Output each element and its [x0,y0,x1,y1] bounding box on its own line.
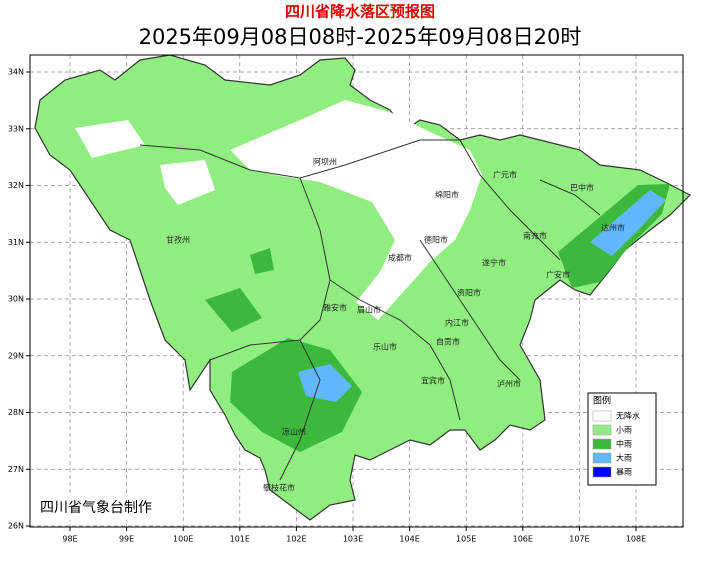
moderate-rain-area [205,288,262,332]
city-labels: 阿坝州绵阳市 广元市巴中市甘孜州 德阳市 达州市南充市成都市遂宁市广安市资阳市雅安市眉… [166,158,625,493]
legend-swatch [592,424,612,436]
lat-label: 27N [8,465,24,474]
boundary [139,139,460,179]
city-label: 成都市 [388,253,412,263]
city-label: 资阳市 [457,288,481,298]
city-label: 凉山州 [282,427,306,437]
city-label: 广安市 [546,270,570,280]
city-label: 阿坝州 [313,158,337,167]
lon-label: 102E [286,535,306,544]
city-label: 乐山市 [373,342,397,352]
lat-label: 31N [8,238,24,247]
city-label: 自贡市 [436,337,460,347]
map-frame [29,54,684,528]
city-label: 泸州市 [497,379,521,389]
city-label: 遂宁市 [482,258,506,268]
legend-title: 图例 [593,395,611,407]
lat-label: 28N [8,408,24,417]
city-label: 攀枝花市 [263,483,295,493]
boundary [279,339,321,481]
boundary [209,177,331,361]
legend-label: 大雨 [616,453,632,463]
subtitle: 2025年09月08日08时-2025年09月08日20时 [139,25,582,49]
lon-label: 107E [569,535,589,544]
legend-swatch [592,466,612,478]
lon-label: 98E [62,535,77,544]
title: 四川省降水落区预报图 [285,3,435,21]
credit: 四川省气象台制作 [40,500,152,516]
city-label: 内江市 [445,318,469,328]
city-label: 广元市 [493,170,517,180]
lat-label: 33N [8,124,24,133]
no-rain-area [230,100,482,320]
boundary [329,279,461,421]
lat-label: 26N [8,522,24,531]
lon-label: 104E [399,535,419,544]
no-rain-area [160,160,215,205]
city-label: 巴中市 [570,183,594,193]
lon-label: 100E [173,535,193,544]
lat-label: 30N [8,295,24,304]
lon-label: 99E [119,535,134,544]
lon-label: 105E [456,535,476,544]
boundary [459,139,561,261]
lat-label: 29N [8,351,24,360]
lon-label: 108E [626,535,646,544]
legend-label: 暴雨 [616,468,632,477]
lat-label: 34N [8,68,24,77]
city-label: 达州市 [601,223,625,233]
legend-label: 无降水 [616,411,640,421]
lat-label: 32N [8,181,24,190]
boundary [539,179,601,216]
city-label: 绵阳市 [435,190,459,200]
city-label: 雅安市 [323,303,347,313]
heavy-rain-area [590,190,666,256]
legend-swatch [592,452,612,464]
city-label: 甘孜州 [166,235,190,245]
city-label: 德阳市 [424,235,448,245]
no-rain-area [75,120,145,158]
boundary [419,239,521,381]
lon-label: 106E [513,535,533,544]
city-label: 南充市 [523,231,547,241]
legend-label: 小雨 [616,426,632,435]
city-label: 宜宾市 [421,376,445,386]
credit-box [33,496,183,520]
legend-swatch [592,438,612,450]
boundaries [139,139,601,481]
heavy-rain-area [298,364,352,402]
axis-labels: 98E 99E 100E 101E 102E 103E 104E 105E 106E 107E 10… [8,68,646,544]
city-label: 眉山市 [357,305,381,315]
legend-swatch [592,410,612,422]
lon-label: 103E [343,535,363,544]
lon-label: 101E [230,535,250,544]
moderate-rain-area [250,248,274,274]
legend-label: 中雨 [616,439,632,449]
